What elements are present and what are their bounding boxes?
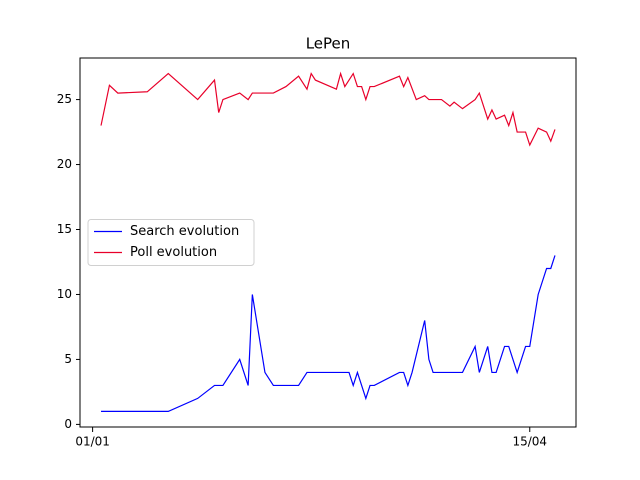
x-tick-label: 15/04 [512, 435, 547, 449]
legend-label: Search evolution [130, 224, 239, 239]
y-tick-label: 15 [57, 222, 72, 236]
x-tick-label: 01/01 [75, 435, 110, 449]
legend-label: Poll evolution [130, 245, 217, 260]
y-tick-label: 5 [64, 352, 72, 366]
plot-frame [79, 57, 577, 428]
y-tick-label: 25 [57, 92, 72, 106]
line-series [101, 255, 556, 413]
y-tick-label: 0 [64, 417, 72, 431]
y-tick-label: 20 [57, 157, 72, 171]
line-series [100, 71, 556, 147]
legend-box [87, 219, 255, 266]
chart-title: LePen [306, 35, 351, 53]
y-tick-label: 10 [57, 287, 72, 301]
